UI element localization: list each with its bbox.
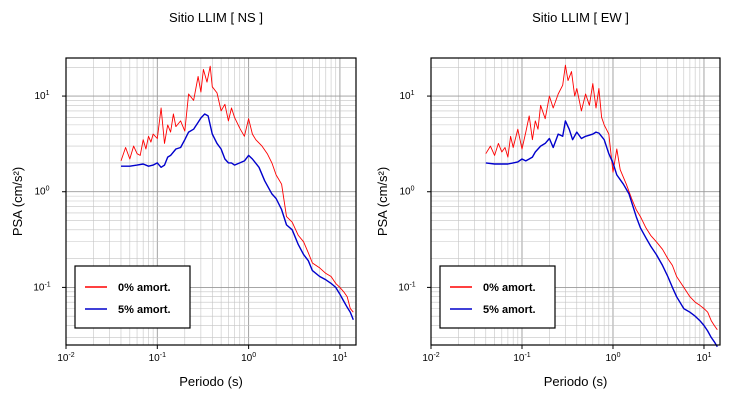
chart-0-x-tick-label: 10-2	[57, 352, 74, 364]
chart-0-legend-box	[74, 265, 191, 329]
chart-1-legend-label: 5% amort.	[483, 304, 536, 316]
chart-0-legend-label: 5% amort.	[118, 304, 171, 316]
chart-0-x-axis-label: Periodo (s)	[179, 374, 243, 389]
chart-0-plot-frame	[65, 57, 357, 346]
chart-1-x-tick-label: 10-1	[513, 352, 530, 364]
chart-0-x-tick-label: 10-1	[149, 352, 166, 364]
chart-1-x-axis-label: Periodo (s)	[544, 374, 608, 389]
chart-0-title: Sitio LLIM [ NS ]	[169, 10, 263, 25]
chart-1-legend-box	[439, 265, 556, 329]
chart-0-y-tick-label: 10-1	[33, 281, 50, 293]
chart-0-y-axis-label: PSA (cm/s²)	[10, 167, 25, 236]
chart-1-y-tick-label: 101	[399, 90, 414, 102]
chart-0-x-tick-label: 100	[241, 352, 256, 364]
chart-0-series-damped-line	[121, 113, 354, 320]
chart-0-legend: 0% amort. 5% amort.	[74, 265, 191, 329]
chart-1-plot-frame	[430, 57, 721, 346]
chart-1-legend: 0% amort. 5% amort.	[439, 265, 556, 329]
chart-1-y-axis-label: PSA (cm/s²)	[375, 167, 390, 236]
chart-0-x-tick-label: 101	[332, 352, 347, 364]
chart-0-y-tick-label: 100	[34, 186, 49, 198]
chart-1-x-tick-label: 101	[696, 352, 711, 364]
chart-ew: 10-2 10-1 100 101 10-1 100 101 Sitio LLIM [ EW …	[375, 10, 721, 389]
chart-0-series-undamped-line	[120, 65, 354, 313]
chart-1-title: Sitio LLIM [ EW ]	[532, 10, 629, 25]
chart-1-series-undamped-line	[485, 64, 718, 331]
chart-1-y-tick-label: 10-1	[398, 281, 415, 293]
chart-ns: 10-2 10-1 100 101 10-1 100 101 Sitio LLIM [ NS …	[10, 10, 357, 389]
chart-0-legend-label: 0% amort.	[118, 282, 171, 294]
chart-1-y-tick-label: 100	[399, 186, 414, 198]
chart-1-series-damped-line	[485, 120, 718, 348]
chart-1-x-tick-label: 100	[605, 352, 620, 364]
chart-0-y-tick-label: 101	[34, 90, 49, 102]
chart-1-legend-label: 0% amort.	[483, 282, 536, 294]
chart-1-x-tick-label: 10-2	[422, 352, 439, 364]
chart-0-grid	[65, 58, 356, 345]
